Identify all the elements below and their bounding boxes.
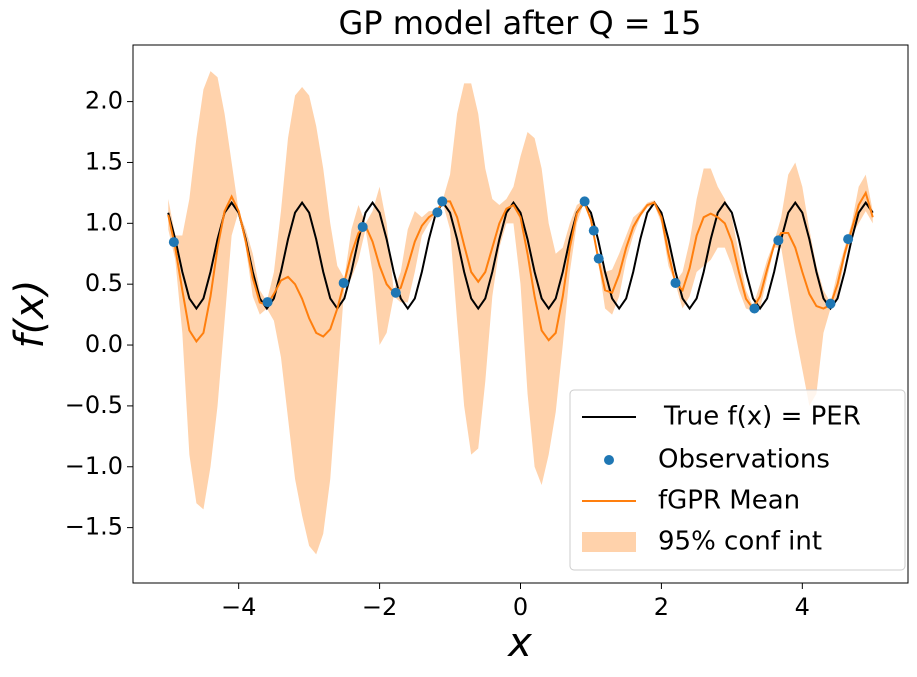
observation-point <box>749 303 760 314</box>
observation-point <box>168 237 179 248</box>
y-tick-label: −1.0 <box>65 452 123 480</box>
y-tick-label: −0.5 <box>65 391 123 419</box>
observation-point <box>432 207 443 218</box>
chart-title: GP model after Q = 15 <box>338 4 701 42</box>
x-tick-label: −2 <box>362 593 397 621</box>
legend-swatch <box>582 532 636 552</box>
legend-box <box>569 389 906 571</box>
legend-label: True f(x) = PER <box>663 402 861 432</box>
x-tick-label: −4 <box>221 593 256 621</box>
observation-point <box>773 235 784 246</box>
confidence-band <box>168 71 873 555</box>
y-tick-label: −1.5 <box>65 513 123 541</box>
legend-swatch <box>604 455 614 465</box>
y-tick-label: 2.0 <box>85 87 123 115</box>
x-tick-label: 0 <box>513 593 528 621</box>
observation-point <box>357 221 368 232</box>
legend: True f(x) = PER Observations fGPR Mean 95% … <box>569 389 906 571</box>
y-tick-label: 1.0 <box>85 208 123 236</box>
y-tick-label: 0.0 <box>85 330 123 358</box>
observation-point <box>588 225 599 236</box>
series-line <box>167 200 874 311</box>
legend-label: 95% conf int <box>658 527 822 557</box>
x-tick-label: 2 <box>654 593 669 621</box>
observation-point <box>262 297 273 308</box>
observation-point <box>670 277 681 288</box>
observation-point <box>390 287 401 298</box>
x-axis-label: x <box>506 620 532 666</box>
observation-point <box>579 196 590 207</box>
y-tick-label: 0.5 <box>85 269 123 297</box>
legend-label: Observations <box>658 445 830 475</box>
y-tick-label: 1.5 <box>85 147 123 175</box>
observation-point <box>338 277 349 288</box>
observation-point <box>437 196 448 207</box>
y-axis-label: f(x) <box>7 280 53 349</box>
observation-point <box>843 234 854 245</box>
observation-point <box>593 253 604 264</box>
legend-label: fGPR Mean <box>658 486 800 516</box>
x-tick-label: 4 <box>795 593 810 621</box>
observation-point <box>825 298 836 309</box>
